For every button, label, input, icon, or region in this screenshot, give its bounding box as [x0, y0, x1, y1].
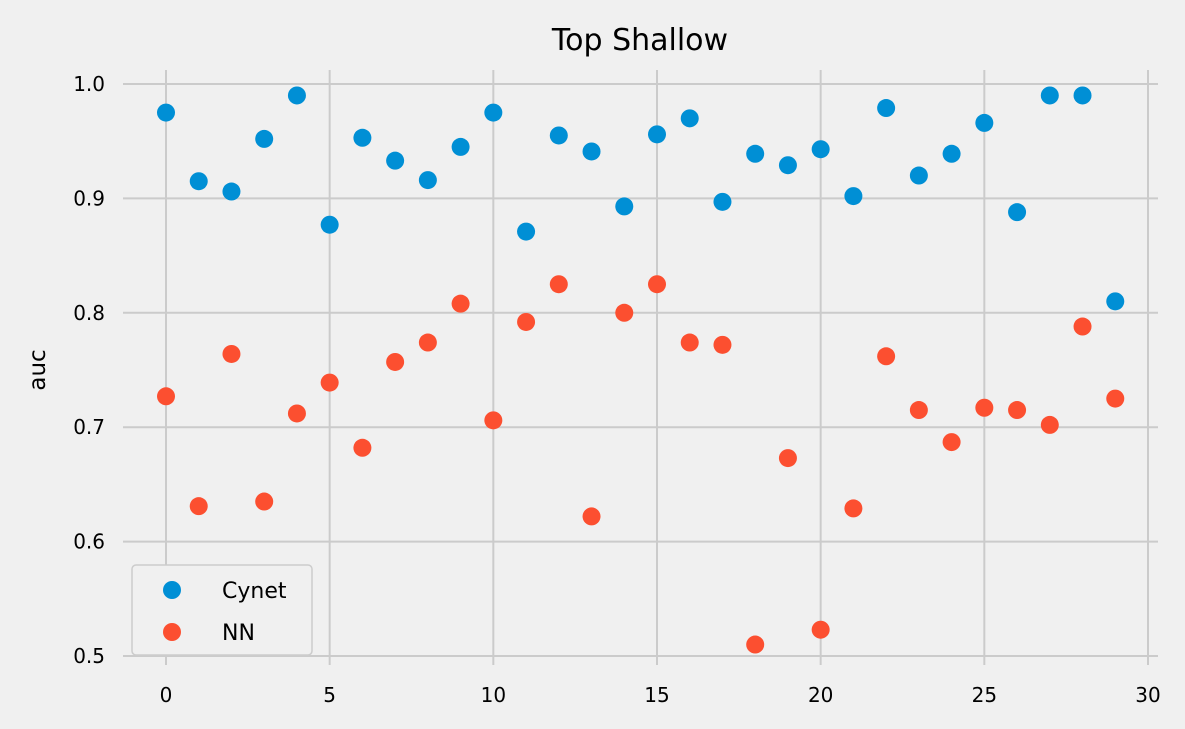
- point-nn: [615, 303, 634, 322]
- point-cynet: [157, 103, 175, 122]
- y-axis-label: auc: [25, 349, 51, 390]
- point-cynet: [1008, 203, 1027, 222]
- point-cynet: [1040, 86, 1059, 105]
- point-nn: [680, 333, 699, 352]
- point-nn: [157, 387, 175, 406]
- chart-title: Top Shallow: [551, 23, 728, 58]
- y-tick-label: 0.7: [73, 415, 105, 439]
- point-nn: [713, 335, 732, 354]
- point-nn: [746, 635, 765, 654]
- x-tick-label: 10: [481, 683, 506, 707]
- point-cynet: [615, 197, 634, 216]
- point-cynet: [287, 86, 306, 105]
- point-nn: [1106, 389, 1125, 408]
- x-tick-label: 20: [808, 683, 833, 707]
- x-tick-label: 25: [972, 683, 997, 707]
- legend-marker-nn: [163, 623, 181, 641]
- point-nn: [582, 507, 601, 526]
- point-nn: [549, 275, 568, 294]
- point-nn: [418, 333, 437, 352]
- x-tick-label: 30: [1135, 683, 1160, 707]
- data-points: [157, 86, 1125, 654]
- point-cynet: [975, 113, 994, 132]
- point-nn: [451, 294, 470, 313]
- point-cynet: [255, 129, 274, 148]
- legend-marker-cynet: [163, 581, 181, 599]
- point-cynet: [418, 171, 437, 190]
- point-cynet: [713, 192, 732, 211]
- point-nn: [648, 275, 666, 294]
- point-cynet: [909, 166, 928, 185]
- point-cynet: [778, 156, 797, 175]
- point-nn: [811, 620, 830, 639]
- point-nn: [320, 373, 339, 392]
- point-cynet: [517, 222, 536, 241]
- y-tick-labels: 0.5 0.6 0.7 0.8 0.9 1.0: [73, 72, 105, 668]
- point-nn: [386, 352, 405, 371]
- point-cynet: [1106, 292, 1125, 311]
- y-tick-label: 0.8: [73, 301, 105, 325]
- point-cynet: [877, 99, 896, 118]
- grid-lines: [123, 70, 1158, 665]
- y-tick-label: 0.5: [73, 644, 105, 668]
- point-nn: [287, 404, 306, 423]
- point-cynet: [746, 144, 765, 163]
- legend-label-nn: NN: [222, 621, 255, 646]
- point-nn: [1040, 415, 1059, 434]
- point-cynet: [549, 126, 568, 145]
- point-cynet: [582, 142, 601, 161]
- point-cynet: [189, 172, 208, 191]
- x-tick-label: 15: [644, 683, 669, 707]
- y-tick-label: 0.6: [73, 530, 105, 554]
- x-tick-labels: 0 5 10 15 20 25 30: [160, 683, 1161, 707]
- point-cynet: [811, 140, 830, 159]
- point-cynet: [680, 109, 699, 128]
- point-nn: [877, 347, 896, 366]
- point-nn: [484, 411, 503, 430]
- point-nn: [975, 398, 994, 417]
- point-cynet: [386, 151, 405, 170]
- point-nn: [353, 438, 372, 457]
- point-cynet: [942, 144, 961, 163]
- point-nn: [517, 312, 536, 331]
- point-cynet: [844, 187, 863, 206]
- point-cynet: [353, 128, 372, 147]
- point-cynet: [222, 182, 241, 201]
- point-nn: [942, 433, 961, 452]
- point-nn: [844, 499, 863, 518]
- point-nn: [909, 401, 928, 420]
- point-nn: [778, 449, 797, 468]
- legend: Cynet NN: [131, 564, 313, 656]
- point-nn: [222, 344, 241, 363]
- point-cynet: [648, 125, 666, 144]
- point-cynet: [1073, 86, 1092, 105]
- point-nn: [189, 497, 208, 516]
- point-cynet: [320, 215, 339, 234]
- point-cynet: [484, 103, 503, 122]
- point-nn: [255, 492, 274, 511]
- x-tick-label: 5: [323, 683, 336, 707]
- point-nn: [1073, 317, 1092, 336]
- point-cynet: [451, 137, 470, 156]
- legend-label-cynet: Cynet: [222, 579, 287, 604]
- point-nn: [1008, 401, 1027, 420]
- y-tick-label: 0.9: [73, 186, 105, 210]
- x-tick-label: 0: [160, 683, 173, 707]
- y-tick-label: 1.0: [73, 72, 105, 96]
